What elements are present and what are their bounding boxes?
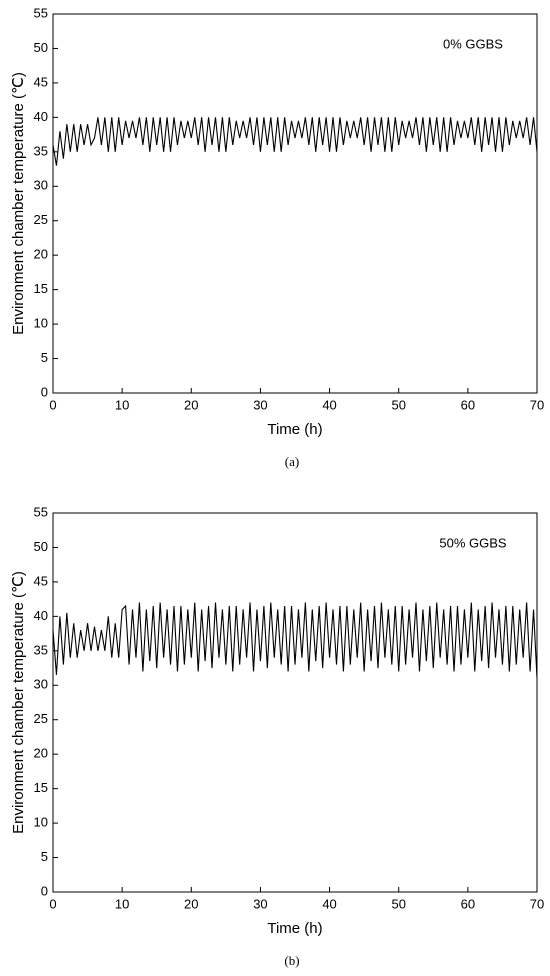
x-tick-label: 30 [253,896,267,911]
y-tick-label: 0 [41,384,48,399]
y-tick-label: 35 [34,143,48,158]
x-tick-label: 40 [322,896,336,911]
y-tick-label: 45 [34,573,48,588]
y-tick-label: 35 [34,642,48,657]
y-tick-label: 40 [34,608,48,623]
y-tick-label: 10 [34,815,48,830]
y-tick-label: 50 [34,539,48,554]
y-tick-label: 25 [34,711,48,726]
y-tick-label: 50 [34,40,48,55]
annotation: 50% GGBS [439,535,507,550]
y-tick-label: 30 [34,677,48,692]
data-line [52,602,538,679]
y-tick-label: 15 [34,780,48,795]
plot-frame [52,512,538,893]
y-tick-label: 55 [34,5,48,20]
x-tick-label: 50 [391,397,405,412]
y-tick-label: 10 [34,316,48,331]
y-tick-label: 45 [34,74,48,89]
x-tick-label: 70 [530,896,544,911]
data-line [52,117,538,166]
caption: (b) [284,953,299,968]
y-tick-label: 20 [34,247,48,262]
x-tick-label: 60 [461,896,475,911]
x-tick-label: 10 [115,896,129,911]
x-tick-label: 20 [184,397,198,412]
x-tick-label: 40 [322,397,336,412]
caption: (a) [285,454,299,469]
x-tick-label: 30 [253,397,267,412]
y-tick-label: 5 [41,350,48,365]
y-axis-label: Environment chamber temperature (℃) [10,72,27,335]
y-tick-label: 55 [34,504,48,519]
y-tick-label: 25 [34,212,48,227]
x-tick-label: 0 [49,896,56,911]
x-tick-label: 50 [391,896,405,911]
annotation: 0% GGBS [443,36,503,51]
y-tick-label: 30 [34,178,48,193]
y-tick-label: 0 [41,883,48,898]
x-axis-label: Time (h) [267,421,322,438]
y-axis-label: Environment chamber temperature (℃) [10,571,27,834]
plot-frame [52,13,538,394]
y-tick-label: 15 [34,281,48,296]
x-tick-label: 60 [461,397,475,412]
y-tick-label: 40 [34,109,48,124]
x-axis-label: Time (h) [267,920,322,937]
y-tick-label: 5 [41,849,48,864]
y-tick-label: 20 [34,746,48,761]
x-tick-label: 70 [530,397,544,412]
x-tick-label: 10 [115,397,129,412]
x-tick-label: 20 [184,896,198,911]
x-tick-label: 0 [49,397,56,412]
